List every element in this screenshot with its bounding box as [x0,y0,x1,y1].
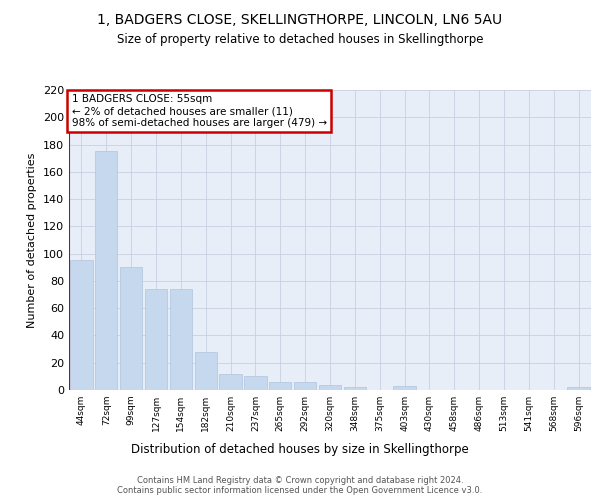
Text: Distribution of detached houses by size in Skellingthorpe: Distribution of detached houses by size … [131,442,469,456]
Bar [344,388,366,390]
Bar [194,352,217,390]
Bar [145,289,167,390]
Bar [568,388,590,390]
Text: Contains HM Land Registry data © Crown copyright and database right 2024.
Contai: Contains HM Land Registry data © Crown c… [118,476,482,495]
Bar [319,384,341,390]
Text: Size of property relative to detached houses in Skellingthorpe: Size of property relative to detached ho… [117,32,483,46]
Bar [220,374,242,390]
Bar [269,382,292,390]
Bar [95,152,118,390]
Bar [70,260,92,390]
Text: 1, BADGERS CLOSE, SKELLINGTHORPE, LINCOLN, LN6 5AU: 1, BADGERS CLOSE, SKELLINGTHORPE, LINCOL… [97,12,503,26]
Bar [170,289,192,390]
Bar [394,386,416,390]
Bar [120,268,142,390]
Y-axis label: Number of detached properties: Number of detached properties [28,152,37,328]
Text: 1 BADGERS CLOSE: 55sqm
← 2% of detached houses are smaller (11)
98% of semi-deta: 1 BADGERS CLOSE: 55sqm ← 2% of detached … [71,94,327,128]
Bar [294,382,316,390]
Bar [244,376,266,390]
